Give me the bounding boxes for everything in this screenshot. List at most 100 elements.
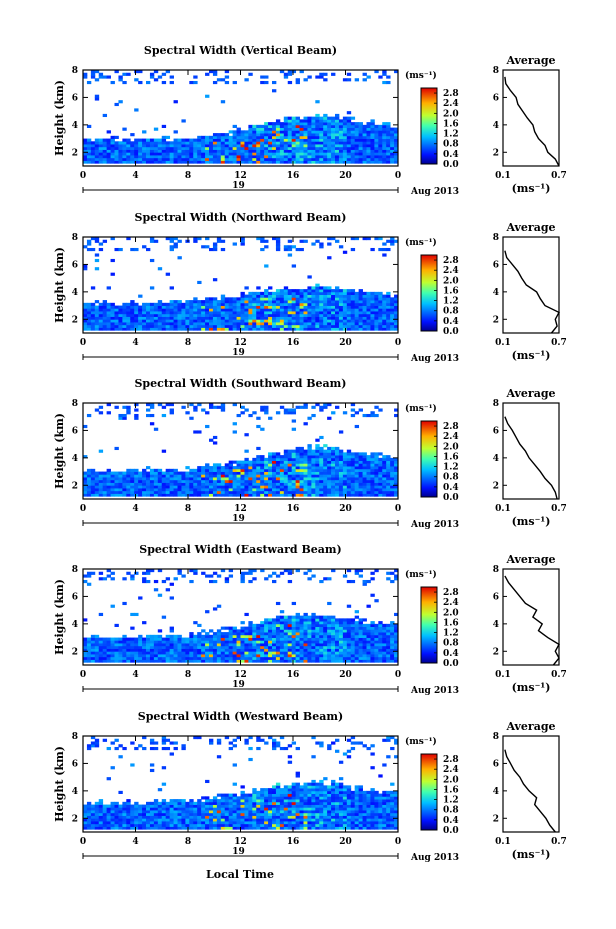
average-x-tick-label: 0.1 [495,171,511,181]
y-axis-title: Height (km) [53,80,66,156]
colorbar-tick-label: 2.8 [443,256,459,266]
colorbar-tick-label: 0.0 [443,659,459,669]
colorbar-tick-label: 1.2 [443,130,459,140]
colorbar-tick-label: 1.6 [443,452,459,462]
colorbar [420,753,438,831]
average-x-tick-label: 0.7 [551,504,567,514]
x-tick-label: 0 [395,338,401,348]
average-frame [502,735,560,833]
y-tick-label: 6 [72,426,78,436]
day-label: 19 [232,680,245,690]
date-label: Aug 2013 [410,354,459,364]
average-x-tick-label: 0.7 [551,670,567,680]
average-profile-line [504,76,560,167]
colorbar-tick-label: 1.6 [443,785,459,795]
y-axis-title: Height (km) [53,247,66,323]
y-tick-label: 6 [72,592,78,602]
average-title: Average [505,387,555,400]
colorbar-tick-label: 2.0 [443,775,459,785]
x-tick-label: 8 [185,171,191,181]
colorbar-tick-label: 1.2 [443,796,459,806]
average-y-tick-label: 8 [493,66,499,76]
colorbar-tick-label: 1.2 [443,297,459,307]
average-title: Average [505,54,555,67]
y-tick-label: 4 [72,454,78,464]
y-tick-label: 2 [72,481,78,491]
colorbar-unit: (ms⁻¹) [405,569,437,580]
x-tick-label: 4 [132,171,138,181]
x-tick-label: 8 [185,338,191,348]
x-tick-label: 12 [234,504,247,514]
x-tick-label: 4 [132,670,138,680]
average-y-tick-label: 8 [493,732,499,742]
colorbar-tick-label: 2.4 [443,765,459,775]
colorbar-tick-label: 2.4 [443,99,459,109]
colorbar-tick-label: 2.8 [443,588,459,598]
colorbar-tick-label: 2.0 [443,608,459,618]
colorbar-tick-label: 1.6 [443,286,459,296]
x-tick-label: 0 [80,171,86,181]
x-tick-label: 4 [132,837,138,847]
heatmap-cells [83,403,399,497]
colorbar [420,420,438,498]
colorbar [420,87,438,165]
average-x-axis-title: (ms⁻¹) [512,681,551,694]
x-tick-label: 0 [80,338,86,348]
average-profile-line [504,416,558,500]
colorbar-tick-label: 1.2 [443,463,459,473]
average-y-tick-label: 4 [493,787,499,797]
chart-panel-1: Spectral Width (Northward Beam) 2 4 6 8 0 4 8 12… [53,211,567,364]
x-tick-label: 8 [185,504,191,514]
x-tick-label: 20 [339,171,352,181]
colorbar-tick-label: 0.0 [443,160,459,170]
average-title: Average [505,221,555,234]
y-tick-label: 2 [72,148,78,158]
chart-title: Spectral Width (Westward Beam) [138,710,343,723]
y-tick-label: 2 [72,315,78,325]
average-y-tick-label: 6 [493,759,499,769]
x-tick-label: 16 [287,338,300,348]
colorbar-tick-label: 0.8 [443,639,459,649]
colorbar-tick-label: 0.8 [443,307,459,317]
chart-panel-2: Spectral Width (Southward Beam) 2 4 6 8 0 4 8 12… [53,377,567,530]
x-tick-label: 8 [185,837,191,847]
y-tick-label: 6 [72,93,78,103]
average-x-tick-label: 0.1 [495,837,511,847]
day-label: 19 [232,181,245,191]
x-tick-label: 12 [234,837,247,847]
average-y-tick-label: 2 [493,481,499,491]
y-tick-label: 6 [72,759,78,769]
x-tick-label: 0 [80,504,86,514]
y-tick-label: 8 [72,399,78,409]
colorbar-tick-label: 0.8 [443,140,459,150]
colorbar-tick-label: 0.0 [443,826,459,836]
average-y-tick-label: 4 [493,454,499,464]
colorbar-unit: (ms⁻¹) [405,237,437,248]
x-tick-label: 4 [132,504,138,514]
x-tick-label: 20 [339,670,352,680]
colorbar-tick-label: 1.6 [443,119,459,129]
date-label: Aug 2013 [410,187,459,197]
average-x-tick-label: 0.1 [495,670,511,680]
chart-title: Spectral Width (Southward Beam) [134,377,346,390]
x-tick-label: 0 [395,670,401,680]
colorbar-tick-label: 0.4 [443,317,459,327]
x-tick-label: 20 [339,504,352,514]
x-tick-label: 12 [234,338,247,348]
average-y-tick-label: 8 [493,399,499,409]
y-tick-label: 8 [72,565,78,575]
colorbar-tick-label: 2.4 [443,432,459,442]
x-tick-label: 12 [234,670,247,680]
chart-title: Spectral Width (Northward Beam) [135,211,347,224]
x-tick-label: 0 [80,670,86,680]
x-tick-label: 20 [339,338,352,348]
y-axis-title: Height (km) [53,746,66,822]
average-y-tick-label: 2 [493,647,499,657]
heatmap-cells [83,70,399,164]
colorbar-tick-label: 2.8 [443,422,459,432]
x-tick-label: 12 [234,171,247,181]
average-y-tick-label: 6 [493,426,499,436]
average-x-axis-title: (ms⁻¹) [512,515,551,528]
x-tick-label: 20 [339,837,352,847]
